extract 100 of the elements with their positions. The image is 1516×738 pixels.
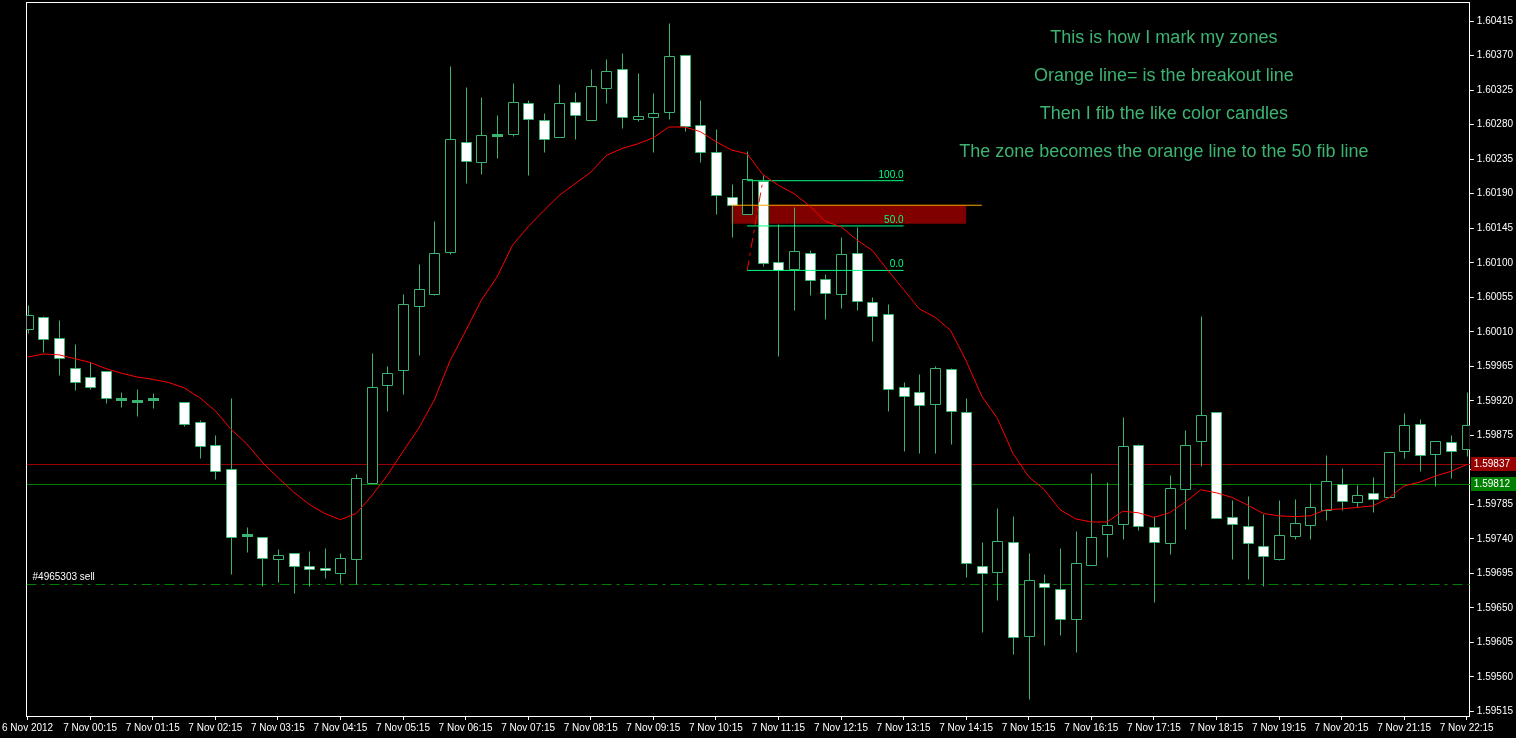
candlestick	[382, 366, 393, 412]
x-tick-label: 7 Nov 02:15	[188, 721, 243, 733]
y-tick-label: 1.59875	[1476, 429, 1514, 441]
candlestick	[711, 129, 722, 215]
x-tick-label: 7 Nov 17:15	[1126, 721, 1182, 733]
x-tick-label: 7 Nov 14:15	[939, 721, 994, 733]
y-tick-label: 1.59740	[1476, 532, 1514, 544]
candlestick	[1305, 483, 1316, 540]
candlestick	[820, 274, 831, 320]
candlestick	[664, 23, 675, 120]
y-tick-label: 1.60415	[1476, 14, 1514, 26]
y-tick-label: 1.60055	[1476, 291, 1514, 303]
candlestick	[523, 100, 534, 176]
candlestick	[914, 374, 925, 454]
x-tick-label: 7 Nov 18:15	[1189, 721, 1244, 733]
x-tick-label: 7 Nov 12:15	[814, 721, 869, 733]
candlestick	[1165, 475, 1176, 555]
x-tick-label: 7 Nov 08:15	[563, 721, 619, 733]
candlestick	[414, 264, 425, 356]
x-tick-label: 7 Nov 05:15	[376, 721, 431, 733]
candlestick	[1274, 500, 1285, 560]
candlestick	[617, 53, 628, 129]
candlestick	[289, 553, 300, 594]
candlestick	[883, 304, 894, 412]
x-tick-label: 7 Nov 15:15	[1001, 721, 1057, 733]
candlestick	[1415, 419, 1426, 472]
candlestick	[1086, 473, 1097, 566]
candlestick	[257, 537, 268, 587]
candlestick	[1430, 441, 1441, 487]
x-tick-label: 7 Nov 13:15	[876, 721, 931, 733]
annotation: Then I fib the like color candles	[1039, 102, 1288, 123]
ref-line-label: 1.59837	[1473, 457, 1511, 469]
candlestick	[1399, 413, 1410, 459]
candlestick	[961, 398, 972, 578]
candlestick	[1243, 496, 1254, 580]
candlestick	[195, 420, 206, 459]
candlestick	[476, 97, 487, 175]
annotation: The zone becomes the orange line to the 50 fib line	[959, 140, 1369, 161]
candlestick	[492, 115, 503, 159]
candlestick	[70, 344, 81, 391]
x-tick-label: 7 Nov 11:15	[751, 721, 806, 733]
candlestick	[1024, 553, 1035, 700]
y-tick-label: 1.60325	[1476, 83, 1514, 95]
x-tick-label: 7 Nov 04:15	[313, 721, 368, 733]
candlestick	[742, 151, 753, 215]
candlestick	[554, 84, 565, 138]
candlestick	[1196, 316, 1207, 467]
y-tick-label: 1.59785	[1476, 498, 1514, 510]
candlestick	[1368, 477, 1379, 513]
candlestick	[570, 92, 581, 140]
candlestick	[977, 542, 988, 633]
x-tick-label: 6 Nov 2012	[2, 721, 54, 733]
y-tick-label: 1.60280	[1476, 118, 1514, 130]
candlestick	[805, 250, 816, 296]
candlestick	[1321, 455, 1332, 521]
candlestick	[946, 369, 957, 445]
candlestick	[445, 66, 456, 255]
candlestick	[508, 83, 519, 137]
candlestick	[1055, 548, 1066, 636]
candlestick	[226, 398, 237, 575]
candlestick	[1102, 482, 1113, 558]
candlestick	[539, 113, 550, 153]
y-tick-label: 1.59650	[1476, 601, 1514, 613]
candlestick	[1258, 514, 1269, 587]
candlestick	[1071, 531, 1082, 653]
series-label: 50.0	[884, 213, 905, 225]
x-tick-label: 7 Nov 20:15	[1314, 721, 1369, 733]
candlestick	[1149, 516, 1160, 603]
candlestick	[789, 207, 800, 311]
candlestick	[727, 184, 738, 238]
candlestick	[601, 59, 612, 104]
candlestick	[648, 93, 659, 153]
y-tick-label: 1.59695	[1476, 567, 1514, 579]
candlestick	[398, 294, 409, 395]
y-tick-label: 1.59605	[1476, 636, 1514, 648]
y-tick-label: 1.59965	[1476, 360, 1514, 372]
candlestick	[633, 73, 644, 122]
candlestick	[1446, 435, 1457, 479]
series-label: 0.0	[889, 258, 905, 270]
candlestick	[1118, 417, 1129, 540]
candlestick	[429, 221, 440, 295]
candlestick	[1337, 468, 1348, 511]
candlestick	[773, 224, 784, 357]
y-tick-label: 1.59920	[1476, 394, 1514, 406]
candlestick	[101, 371, 112, 404]
candlestick	[335, 553, 346, 584]
x-tick-label: 7 Nov 16:15	[1064, 721, 1119, 733]
candlestick	[1384, 452, 1395, 498]
candlestick	[54, 320, 65, 376]
series-label: 100.0	[878, 168, 905, 180]
candlestick	[836, 237, 847, 309]
candlestick	[304, 551, 315, 587]
candlestick	[1008, 516, 1019, 655]
x-tick-label: 7 Nov 03:15	[250, 721, 306, 733]
candlestick	[367, 353, 378, 484]
x-tick-label: 7 Nov 21:15	[1377, 721, 1432, 733]
candlestick	[930, 366, 941, 454]
y-tick-label: 1.60370	[1476, 49, 1514, 61]
x-tick-label: 7 Nov 06:15	[438, 721, 493, 733]
x-tick-label: 7 Nov 07:15	[501, 721, 556, 733]
